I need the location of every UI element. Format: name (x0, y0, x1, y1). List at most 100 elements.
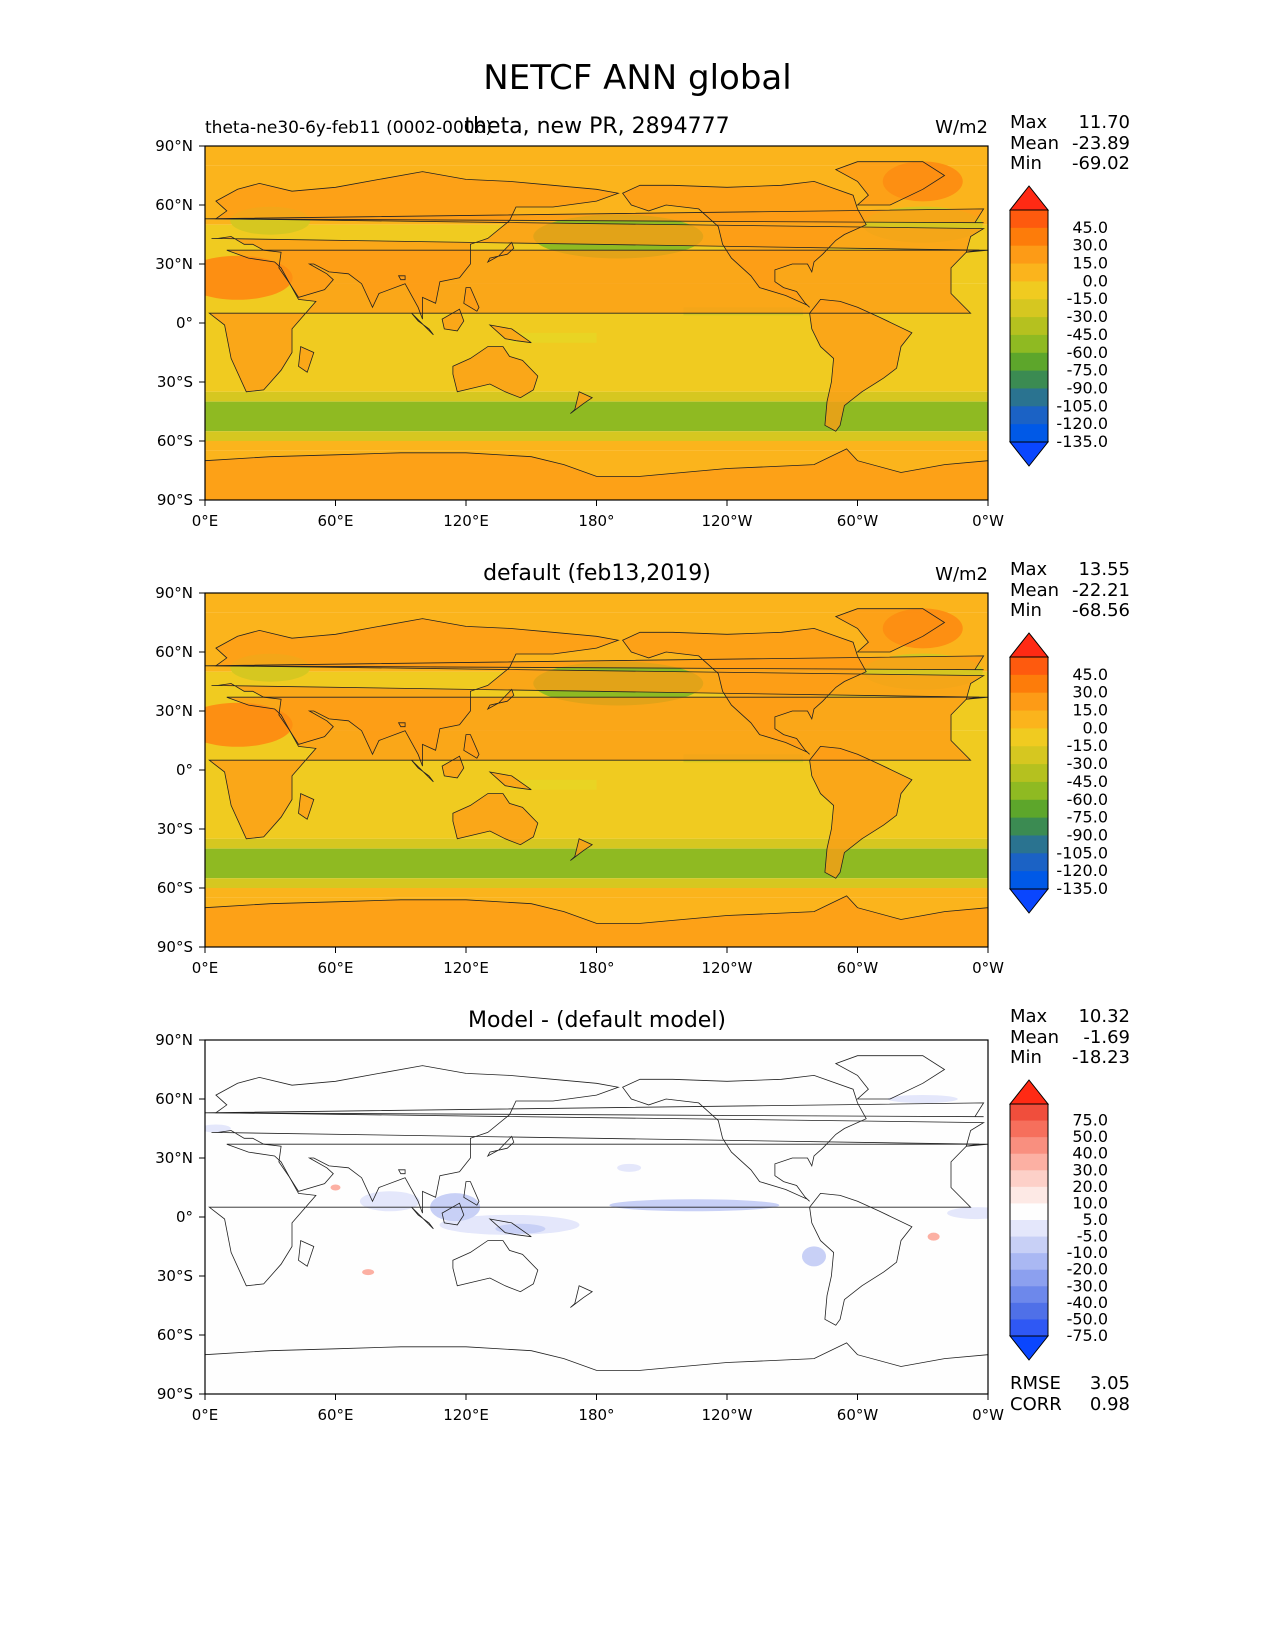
colorbar-segment (1010, 710, 1048, 729)
panel2-stat-max-label: Max (1010, 559, 1048, 580)
colorbar-segment (1010, 1153, 1048, 1171)
x-tick-label: 60°W (837, 1406, 879, 1424)
colorbar-label: -30.0 (1067, 1276, 1108, 1295)
x-tick-label: 120°W (702, 1406, 753, 1424)
colorbar-label: -45.0 (1067, 772, 1108, 791)
colorbar-segment (1010, 674, 1048, 694)
colorbar-segment (1010, 406, 1048, 425)
colorbar-segment (1010, 317, 1048, 336)
colorbar-extend-bottom (1008, 441, 1050, 467)
colorbar-segment (1010, 1220, 1048, 1238)
colorbar-label: 15.0 (1072, 254, 1108, 273)
x-tick-label: 60°E (317, 959, 353, 977)
coastline (211, 1065, 985, 1214)
colorbar-segment (1010, 245, 1048, 265)
x-tick-label: 60°W (837, 512, 879, 530)
coastline (411, 759, 434, 783)
coastline (463, 287, 480, 312)
y-tick-label: 60°N (155, 643, 193, 661)
colorbar-segment (1010, 1104, 1048, 1122)
colorbar-segment (1010, 835, 1048, 854)
coastline (834, 1055, 946, 1100)
coastline (205, 655, 985, 671)
map-field (205, 593, 988, 947)
coastline (621, 180, 867, 308)
colorbar-segment (1010, 1302, 1048, 1320)
colorbar-label: 30.0 (1072, 1160, 1108, 1179)
colorbar-segment (1010, 263, 1048, 282)
coastline (570, 838, 594, 861)
colorbar-segment (1010, 1253, 1048, 1271)
colorbar-segment (1010, 764, 1048, 783)
x-tick-label: 0°E (192, 1406, 219, 1424)
coastline (205, 1102, 985, 1118)
panel2-stat-mean-label: Mean (1010, 580, 1060, 601)
colorbar-label: 45.0 (1072, 665, 1108, 684)
x-tick-label: 0°E (192, 512, 219, 530)
colorbar-label: 0.0 (1083, 718, 1108, 737)
coastline (488, 324, 532, 344)
coastline (205, 895, 988, 947)
coastline (809, 1192, 913, 1326)
colorbar-segment (1010, 853, 1048, 872)
colorbar-segment (1010, 424, 1048, 443)
coastline (621, 627, 867, 755)
colorbar-segment (1010, 1286, 1048, 1304)
colorbar-label: -120.0 (1056, 414, 1108, 433)
y-tick-label: 30°S (157, 373, 193, 391)
panel1-units: W/m2 (935, 117, 988, 138)
panel2-stat-mean-value: -22.21 (1071, 580, 1130, 601)
colorbar-label: 50.0 (1072, 1127, 1108, 1146)
y-tick-label: 30°N (155, 255, 193, 273)
colorbar-segment (1010, 657, 1048, 676)
y-tick-label: 30°S (157, 820, 193, 838)
coastline (397, 1169, 406, 1175)
colorbar-segment (1010, 817, 1048, 836)
coastline (452, 1240, 539, 1293)
coastline (205, 448, 988, 500)
colorbar-2: 45.030.015.00.0-15.0-30.0-45.0-60.0-75.0… (1008, 632, 1108, 914)
colorbar-segment (1010, 299, 1048, 318)
coastline (441, 308, 465, 332)
y-tick-label: 60°S (157, 879, 193, 897)
colorbar-segment (1010, 352, 1048, 372)
x-tick-label: 120°E (443, 959, 489, 977)
coastline (809, 298, 913, 432)
coastline (298, 793, 315, 820)
coastline (452, 346, 539, 399)
panel1-stat-max-label: Max (1010, 112, 1048, 133)
colorbar-label: -105.0 (1056, 396, 1108, 415)
x-tick-label: 120°E (443, 1406, 489, 1424)
colorbar-label: -120.0 (1056, 861, 1108, 880)
y-tick-label: 0° (176, 314, 193, 332)
map-panel-2 (205, 593, 988, 947)
colorbar-label: -5.0 (1077, 1227, 1108, 1246)
colorbar-label: -15.0 (1067, 289, 1108, 308)
coastline (486, 688, 515, 710)
x-tick-label: 60°W (837, 959, 879, 977)
colorbar-segment (1010, 370, 1048, 389)
colorbar-label: -105.0 (1056, 843, 1108, 862)
colorbar-label: 10.0 (1072, 1193, 1108, 1212)
x-tick-label: 0°E (192, 959, 219, 977)
colorbar-label: 20.0 (1072, 1177, 1108, 1196)
coastline (205, 208, 985, 224)
colorbar-1: 45.030.015.00.0-15.0-30.0-45.0-60.0-75.0… (1008, 185, 1108, 467)
panel2-stat-min-label: Min (1010, 600, 1042, 621)
y-tick-label: 30°N (155, 702, 193, 720)
panel1-stat-max-value: 11.70 (1078, 112, 1130, 133)
panel3-corr-value: 0.98 (1089, 1394, 1130, 1415)
colorbar-label: -75.0 (1067, 808, 1108, 827)
colorbar-label: -10.0 (1067, 1243, 1108, 1262)
colorbar-label: 30.0 (1072, 683, 1108, 702)
y-tick-label: 90°S (157, 938, 193, 956)
colorbar-frame (1009, 1103, 1049, 1337)
y-tick-label: 90°N (155, 137, 193, 155)
y-tick-label: 90°N (155, 1031, 193, 1049)
y-tick-label: 30°N (155, 1149, 193, 1167)
coastline (208, 249, 988, 393)
colorbar-segment (1010, 1120, 1048, 1138)
map-panel-1 (205, 146, 988, 500)
coastline (208, 1143, 988, 1287)
